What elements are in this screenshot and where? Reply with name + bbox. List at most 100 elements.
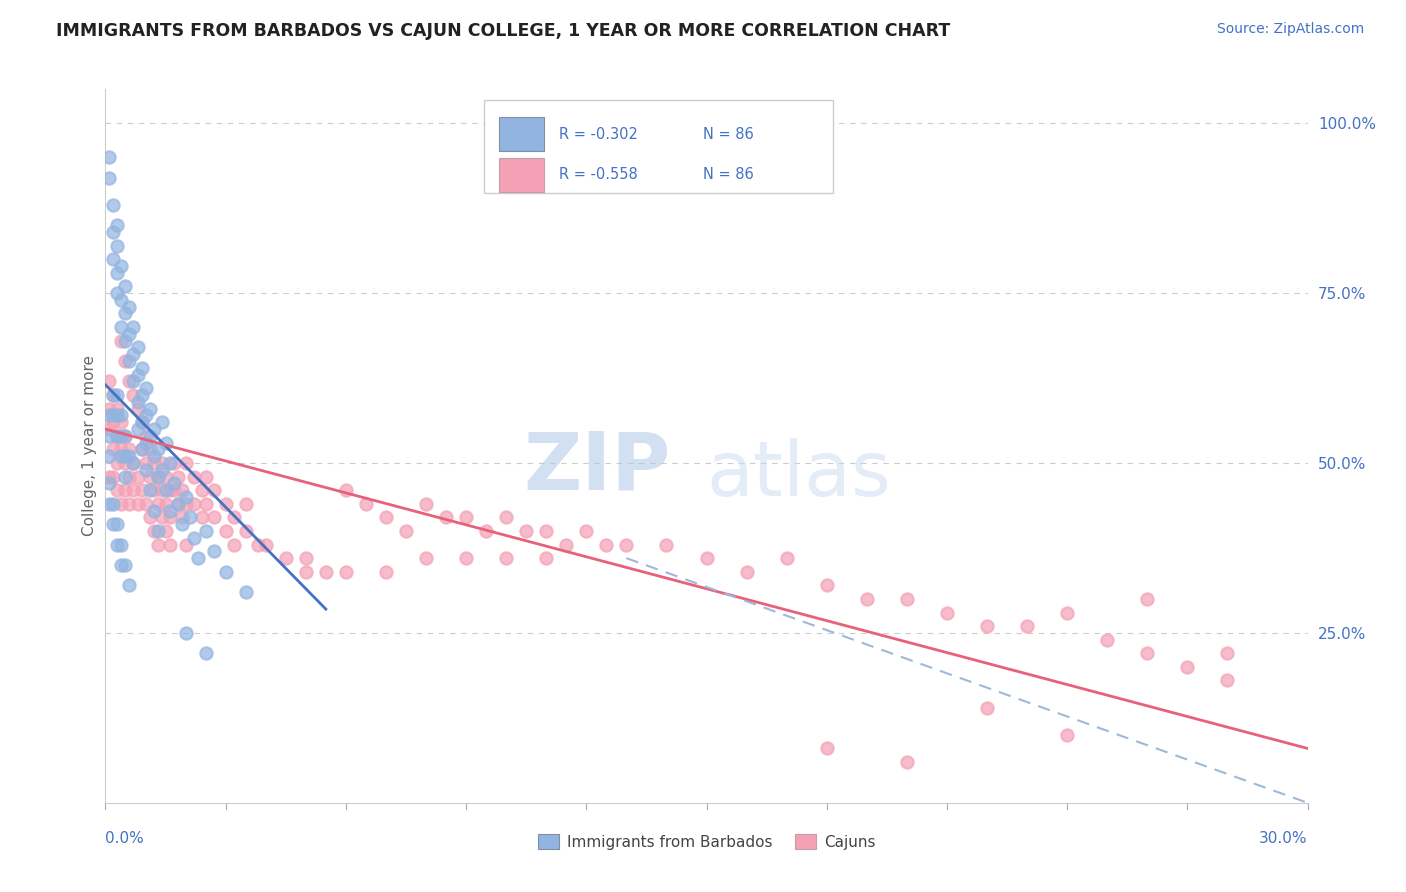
Point <box>98 150 121 164</box>
Point <box>194 469 217 483</box>
Point <box>170 483 193 498</box>
Point <box>131 388 153 402</box>
Point <box>214 565 236 579</box>
Point <box>103 517 125 532</box>
Point <box>114 483 136 498</box>
Point <box>131 415 153 429</box>
Point <box>976 619 998 633</box>
Point <box>98 170 121 185</box>
Point <box>98 497 121 511</box>
Point <box>138 510 160 524</box>
Point <box>655 537 678 551</box>
Point <box>976 700 998 714</box>
Point <box>235 524 257 538</box>
Point <box>142 456 165 470</box>
Point <box>114 429 136 443</box>
Point <box>131 442 153 457</box>
Point <box>127 497 149 511</box>
Point <box>194 646 217 660</box>
Point <box>142 483 165 498</box>
Point <box>170 510 193 524</box>
Point <box>159 537 181 551</box>
Point <box>155 435 177 450</box>
Point <box>150 463 173 477</box>
Point <box>110 558 132 572</box>
Point <box>150 415 173 429</box>
Point <box>146 497 169 511</box>
Point <box>936 606 959 620</box>
Point <box>254 537 277 551</box>
Point <box>110 293 132 307</box>
Point <box>107 537 129 551</box>
Point <box>335 565 357 579</box>
Point <box>114 334 136 348</box>
Point <box>122 456 145 470</box>
Point <box>1216 646 1239 660</box>
Point <box>162 476 184 491</box>
Point <box>150 510 173 524</box>
Point <box>1056 728 1078 742</box>
Point <box>146 469 169 483</box>
Point <box>235 585 257 599</box>
Point <box>110 409 132 423</box>
Point <box>415 497 437 511</box>
Point <box>114 306 136 320</box>
Point <box>131 442 153 457</box>
Point <box>595 537 617 551</box>
Point <box>183 469 205 483</box>
Point <box>274 551 297 566</box>
Point <box>696 551 718 566</box>
Point <box>166 469 188 483</box>
Text: Source: ZipAtlas.com: Source: ZipAtlas.com <box>1216 22 1364 37</box>
Point <box>107 401 129 416</box>
Point <box>98 476 121 491</box>
Point <box>575 524 598 538</box>
Point <box>135 463 157 477</box>
Point <box>174 537 197 551</box>
Point <box>179 510 201 524</box>
Point <box>110 442 132 457</box>
Point <box>127 341 149 355</box>
Point <box>127 469 149 483</box>
Point <box>98 401 121 416</box>
Point <box>114 469 136 483</box>
Point <box>118 354 141 368</box>
Point <box>1056 606 1078 620</box>
Point <box>103 409 125 423</box>
Point <box>122 347 145 361</box>
FancyBboxPatch shape <box>484 100 832 193</box>
Point <box>335 483 357 498</box>
Point <box>135 381 157 395</box>
Point <box>174 497 197 511</box>
Point <box>110 320 132 334</box>
Point <box>98 449 121 463</box>
Point <box>127 422 149 436</box>
Point <box>138 401 160 416</box>
Point <box>295 551 318 566</box>
Point <box>315 565 337 579</box>
Point <box>118 375 141 389</box>
Point <box>1136 591 1159 606</box>
Text: N = 86: N = 86 <box>703 127 754 142</box>
Point <box>142 524 165 538</box>
Point <box>107 218 129 232</box>
Point <box>155 524 177 538</box>
Point <box>146 537 169 551</box>
Point <box>194 524 217 538</box>
Point <box>815 741 838 756</box>
Point <box>103 388 125 402</box>
Point <box>146 442 169 457</box>
Point <box>475 524 498 538</box>
Point <box>138 469 160 483</box>
Point <box>202 510 225 524</box>
Point <box>896 755 918 769</box>
Point <box>166 497 188 511</box>
Point <box>235 497 257 511</box>
Point <box>114 354 136 368</box>
Point <box>122 375 145 389</box>
Point <box>159 510 181 524</box>
Point <box>118 497 141 511</box>
Point <box>174 490 197 504</box>
Text: atlas: atlas <box>707 438 891 511</box>
Point <box>114 558 136 572</box>
